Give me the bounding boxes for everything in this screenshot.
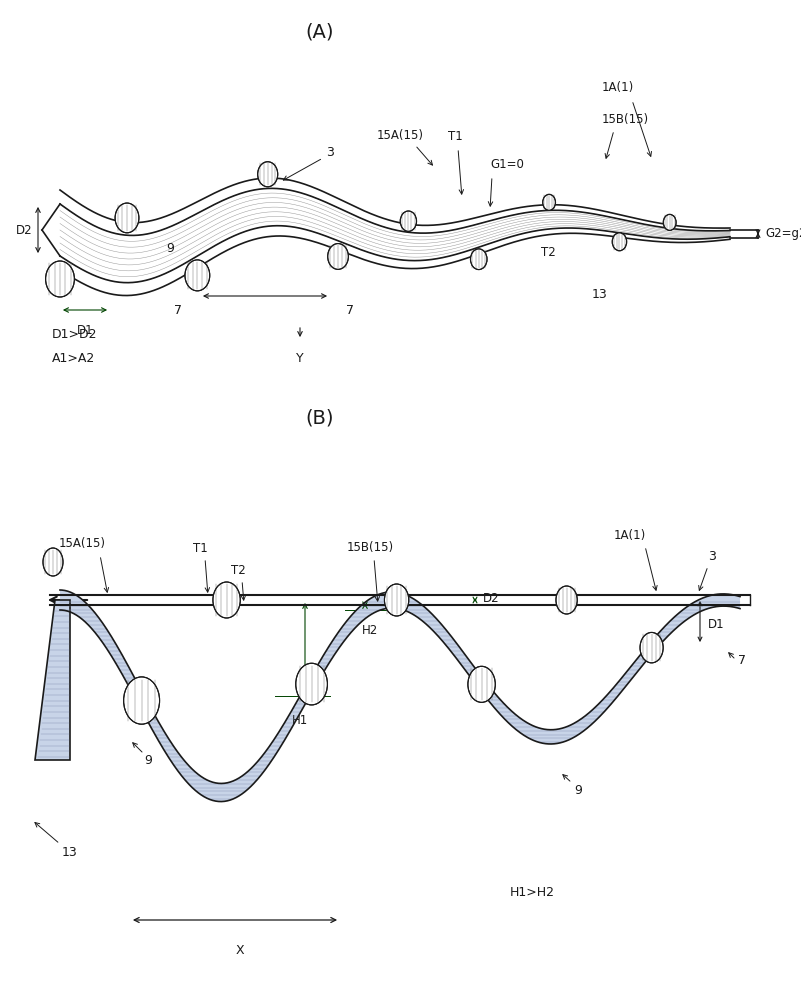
Ellipse shape [258, 162, 278, 187]
Text: X: X [235, 944, 244, 956]
Ellipse shape [115, 203, 139, 233]
Text: D1>D2: D1>D2 [52, 328, 98, 342]
Ellipse shape [328, 244, 348, 269]
Text: Y: Y [296, 352, 304, 365]
Text: (B): (B) [306, 408, 334, 427]
Text: 7: 7 [738, 654, 746, 666]
Text: 13: 13 [62, 846, 78, 858]
Text: H1: H1 [292, 714, 308, 727]
Text: A1>A2: A1>A2 [52, 352, 95, 364]
Ellipse shape [663, 214, 676, 230]
Text: 1A(1): 1A(1) [614, 530, 646, 542]
Text: G1=0: G1=0 [490, 158, 524, 172]
Ellipse shape [43, 548, 63, 576]
Text: G2=g2: G2=g2 [765, 227, 801, 240]
Text: 15B(15): 15B(15) [602, 113, 649, 126]
Text: H2: H2 [362, 624, 378, 637]
Text: 3: 3 [326, 145, 334, 158]
Text: D2: D2 [483, 591, 500, 604]
Ellipse shape [213, 582, 240, 618]
Ellipse shape [123, 677, 159, 724]
Text: T1: T1 [192, 542, 207, 554]
Ellipse shape [46, 261, 74, 297]
Text: (A): (A) [306, 22, 334, 41]
Ellipse shape [543, 194, 556, 210]
Ellipse shape [470, 249, 487, 270]
Text: 15B(15): 15B(15) [347, 542, 393, 554]
Text: 7: 7 [174, 304, 182, 316]
Polygon shape [35, 600, 70, 760]
Text: T2: T2 [541, 245, 555, 258]
Text: D1: D1 [708, 617, 725, 631]
Text: 15A(15): 15A(15) [58, 538, 106, 550]
Text: 15A(15): 15A(15) [376, 129, 424, 142]
Ellipse shape [556, 586, 578, 614]
Text: D1: D1 [77, 324, 93, 337]
Text: T1: T1 [448, 129, 462, 142]
Text: D2: D2 [16, 224, 32, 236]
Ellipse shape [185, 260, 210, 291]
Ellipse shape [400, 211, 417, 231]
Ellipse shape [468, 666, 495, 702]
Ellipse shape [612, 233, 626, 251]
Text: 13: 13 [592, 288, 608, 302]
Text: 7: 7 [346, 304, 354, 316]
Text: T2: T2 [231, 564, 245, 576]
Ellipse shape [296, 663, 328, 705]
Ellipse shape [384, 584, 409, 616]
Text: 9: 9 [166, 241, 174, 254]
Text: 9: 9 [574, 784, 582, 796]
Polygon shape [60, 590, 740, 802]
Text: 1A(1): 1A(1) [602, 82, 634, 95]
Text: 9: 9 [144, 754, 152, 766]
Ellipse shape [640, 632, 663, 663]
Text: 3: 3 [708, 550, 716, 562]
Text: H1>H2: H1>H2 [510, 886, 555, 898]
